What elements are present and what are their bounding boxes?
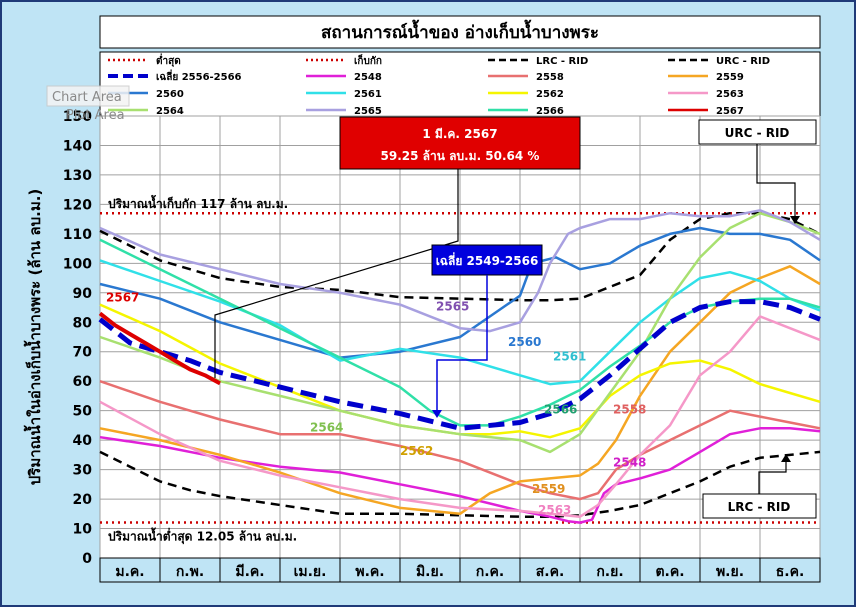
legend-label: เก็บกัก: [354, 53, 382, 67]
urc-box-label: URC - RID: [725, 126, 790, 140]
x-tick-label: ม.ค.: [115, 564, 144, 580]
reference-line-label: ปริมาณน้ำต่ำสุด 12.05 ล้าน ลบ.ม.: [108, 526, 297, 544]
average-box-label: เฉลี่ย 2549-2566: [436, 252, 539, 268]
x-tick-label: ส.ค.: [536, 564, 565, 580]
ghost-chart-area-label: Chart Area: [52, 90, 122, 105]
y-tick-label: 130: [63, 168, 92, 184]
y-tick-label: 20: [73, 492, 93, 508]
series-line: [99, 211, 821, 454]
lrc-callout-arrow: [781, 454, 791, 462]
legend-label: 2565: [354, 106, 382, 117]
legend-label: 2562: [536, 89, 564, 100]
x-tick-label: เม.ย.: [294, 564, 327, 580]
legend-label: 2567: [716, 106, 744, 117]
y-tick-label: 0: [82, 551, 92, 567]
average-callout-arrow: [432, 410, 442, 418]
x-tick-label: ก.ย.: [596, 564, 623, 580]
legend-label: 2564: [156, 106, 184, 117]
urc-callout-arrow: [790, 216, 800, 224]
legend-label: 2548: [354, 72, 382, 83]
series-label: 2566: [544, 403, 577, 417]
average-callout-line: [436, 275, 488, 412]
y-tick-label: 10: [73, 522, 93, 538]
x-tick-label: ก.พ.: [176, 564, 204, 580]
series-label: 2565: [436, 299, 469, 313]
series-line: [99, 380, 821, 501]
current-callout-line: [214, 169, 459, 378]
y-tick-label: 110: [63, 227, 92, 243]
legend-label: 2560: [156, 89, 184, 100]
legend-label: ต่ำสุด: [156, 53, 181, 67]
legend-label: 2559: [716, 72, 744, 83]
lrc-box: [702, 493, 817, 519]
x-tick-label: มิ.ย.: [416, 564, 444, 580]
current-value-label: 59.25 ล้าน ลบ.ม. 50.64 %: [381, 149, 540, 163]
legend-label: เฉลี่ย 2556-2566: [156, 69, 242, 83]
y-tick-label: 90: [73, 286, 93, 302]
series-line: [99, 259, 821, 386]
series-label: 2559: [532, 482, 565, 496]
series-label: 2558: [613, 403, 646, 417]
y-tick-label: 40: [73, 433, 93, 449]
ghost-plot-area-label: Plot Area: [66, 108, 125, 123]
x-tick-label: ต.ค.: [655, 564, 684, 580]
current-value-box: [339, 116, 581, 170]
legend-label: 2561: [354, 89, 382, 100]
x-tick-label: ธ.ค.: [776, 564, 805, 580]
ghost-tooltip-box: [46, 85, 130, 107]
legend-label: URC - RID: [716, 56, 770, 67]
series-line: [99, 211, 821, 302]
chart-title: สถานการณ์น้ำของ อ่างเก็บน้ำบางพระ: [321, 19, 599, 43]
urc-callout-line: [756, 144, 796, 218]
series-line: [99, 427, 821, 524]
y-tick-label: 60: [73, 374, 93, 390]
legend-label: 2563: [716, 89, 744, 100]
series-line: [99, 315, 821, 518]
legend-label: LRC - RID: [536, 56, 588, 67]
series-line: [99, 209, 821, 333]
x-tick-label: พ.ค.: [355, 564, 384, 580]
series-label: 2548: [613, 456, 646, 470]
series-line: [98, 299, 821, 431]
average-box: [431, 244, 543, 276]
y-tick-label: 150: [63, 109, 92, 125]
series-line: [98, 311, 221, 386]
y-tick-label: 70: [73, 345, 93, 361]
x-tick-label: มี.ค.: [235, 564, 264, 580]
lrc-box-label: LRC - RID: [728, 500, 791, 514]
series-label: 2563: [538, 503, 571, 517]
series-line: [99, 265, 821, 516]
y-tick-label: 120: [63, 197, 92, 213]
y-tick-label: 80: [73, 315, 93, 331]
y-tick-label: 100: [63, 256, 92, 272]
legend-label: 2566: [536, 106, 564, 117]
x-tick-label: ก.ค.: [476, 564, 504, 580]
title-box: [99, 15, 821, 49]
series-label: 2562: [400, 444, 433, 458]
lrc-callout-line: [758, 460, 787, 494]
y-tick-label: 30: [73, 463, 93, 479]
series-label: 2560: [508, 335, 541, 349]
y-axis-label: ปริมาณน้ำในอ่างเก็บน้ำบางพระ (ล้าน ลบ.ม.…: [23, 189, 44, 486]
x-tick-label: พ.ย.: [716, 564, 744, 580]
y-tick-label: 140: [63, 138, 92, 154]
legend-label: 2558: [536, 72, 564, 83]
series-label: 2561: [553, 350, 586, 364]
series-label: 2567: [106, 291, 139, 305]
reference-line-label: ปริมาณน้ำเก็บกัก 117 ล้าน ลบ.ม.: [108, 194, 288, 211]
series-label: 2564: [310, 420, 343, 434]
current-date-label: 1 มี.ค. 2567: [422, 127, 497, 141]
legend: ต่ำสุด เก็บกัก LRC - RID URC - RID เฉลี่ย 25…: [99, 51, 821, 117]
legend-box: [99, 51, 821, 117]
y-tick-label: 50: [73, 404, 93, 420]
